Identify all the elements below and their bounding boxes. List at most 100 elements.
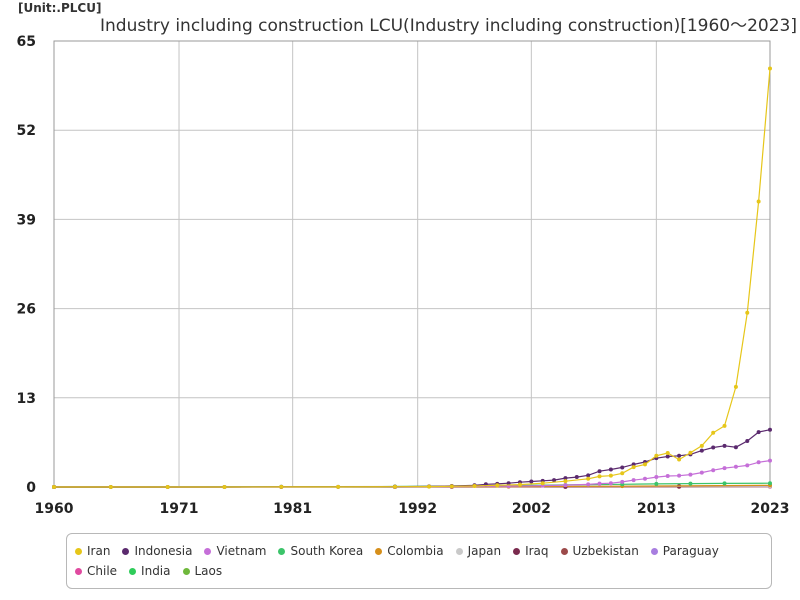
series-south-korea: [52, 481, 772, 489]
data-point: [677, 457, 682, 462]
legend-item: Indonesia: [122, 541, 192, 561]
data-point: [745, 310, 750, 315]
legend-label: Uzbekistan: [572, 544, 639, 558]
data-point: [699, 443, 704, 448]
data-point: [165, 485, 170, 489]
data-point: [517, 482, 522, 487]
unit-label: [Unit:.PLCU]: [18, 1, 102, 15]
legend-item: Japan: [455, 541, 502, 561]
data-point: [563, 476, 568, 481]
chart-title: Industry including construction LCU(Indu…: [100, 16, 797, 36]
data-point: [631, 465, 636, 470]
data-point: [699, 470, 704, 475]
data-point: [711, 445, 716, 450]
legend-item: Iraq: [513, 541, 549, 561]
legend-marker: [375, 547, 383, 555]
legend-marker: [75, 547, 82, 555]
legend-label: Colombia: [387, 544, 444, 558]
legend-item: Vietnam: [204, 541, 266, 561]
data-point: [733, 464, 738, 469]
data-point: [665, 474, 670, 479]
data-point: [597, 474, 602, 479]
data-point: [449, 484, 454, 489]
y-tick-label: 65: [17, 34, 36, 50]
y-tick-label: 13: [17, 391, 36, 407]
data-point: [722, 481, 727, 486]
data-point: [688, 472, 693, 477]
data-point: [52, 485, 56, 489]
series-line: [54, 68, 771, 488]
data-point: [608, 473, 613, 478]
legend-item: Paraguay: [650, 541, 719, 561]
legend-marker: [513, 547, 521, 555]
legend-item: South Korea: [278, 541, 363, 561]
data-point: [631, 462, 636, 467]
plot-frame: [53, 40, 771, 488]
data-point: [427, 484, 432, 489]
legend-label: India: [141, 564, 171, 578]
grid-lines: [54, 41, 770, 487]
series-iran: [52, 66, 772, 489]
data-point: [677, 453, 682, 458]
data-point: [722, 466, 727, 471]
legend-label: Vietnam: [216, 544, 267, 558]
series-indonesia: [52, 427, 772, 489]
x-tick-label: 1992: [398, 501, 437, 517]
data-point: [563, 479, 568, 484]
y-tick-label: 26: [17, 302, 36, 318]
data-point: [597, 469, 602, 474]
data-point: [665, 454, 670, 459]
legend-label: Iran: [87, 544, 111, 558]
data-point: [392, 484, 397, 489]
data-point: [540, 481, 545, 486]
series-line: [54, 429, 771, 488]
legend-item: Uzbekistan: [560, 541, 639, 561]
series-vietnam: [52, 458, 772, 489]
legend-label: Iraq: [525, 544, 549, 558]
data-point: [722, 423, 727, 428]
data-point: [222, 485, 227, 489]
data-point: [586, 476, 591, 481]
data-point: [529, 479, 534, 484]
series-layer: [52, 66, 772, 489]
data-point: [279, 484, 284, 489]
legend-label: South Korea: [290, 544, 364, 558]
data-point: [642, 462, 647, 467]
y-tick-label: 39: [17, 212, 36, 228]
data-point: [768, 481, 772, 486]
data-point: [586, 482, 591, 487]
legend-marker: [650, 547, 658, 555]
line-chart: 1960 1971 1981 1992 2002 2013 2023 0 13 26 39 52 65: [17, 34, 790, 517]
x-tick-label: 1960: [35, 501, 74, 517]
data-point: [620, 465, 625, 470]
data-point: [688, 481, 693, 486]
data-point: [711, 468, 716, 473]
legend-marker: [75, 567, 82, 575]
data-point: [677, 473, 682, 478]
series-line: [54, 460, 771, 488]
data-point: [608, 481, 613, 486]
legend-marker: [455, 547, 463, 555]
legend-marker: [204, 547, 212, 555]
data-point: [620, 471, 625, 476]
data-point: [699, 448, 704, 453]
legend-label: Japan: [467, 544, 502, 558]
data-point: [336, 484, 341, 489]
data-point: [745, 439, 750, 444]
data-point: [506, 481, 511, 486]
data-point: [108, 485, 113, 489]
data-point: [688, 450, 693, 455]
data-point: [733, 445, 738, 450]
x-tick-label: 2002: [512, 501, 551, 517]
data-point: [654, 481, 659, 486]
data-point: [495, 483, 500, 488]
axes: 1960 1971 1981 1992 2002 2013 2023 0 13 26 39 52 65: [17, 34, 790, 517]
x-tick-label: 2013: [637, 501, 676, 517]
legend-item: Colombia: [375, 541, 444, 561]
x-tick-label: 1981: [273, 501, 312, 517]
data-point: [722, 443, 727, 448]
data-point: [654, 453, 659, 458]
data-point: [472, 483, 477, 488]
data-point: [768, 66, 772, 71]
y-tick-label: 52: [17, 123, 36, 139]
